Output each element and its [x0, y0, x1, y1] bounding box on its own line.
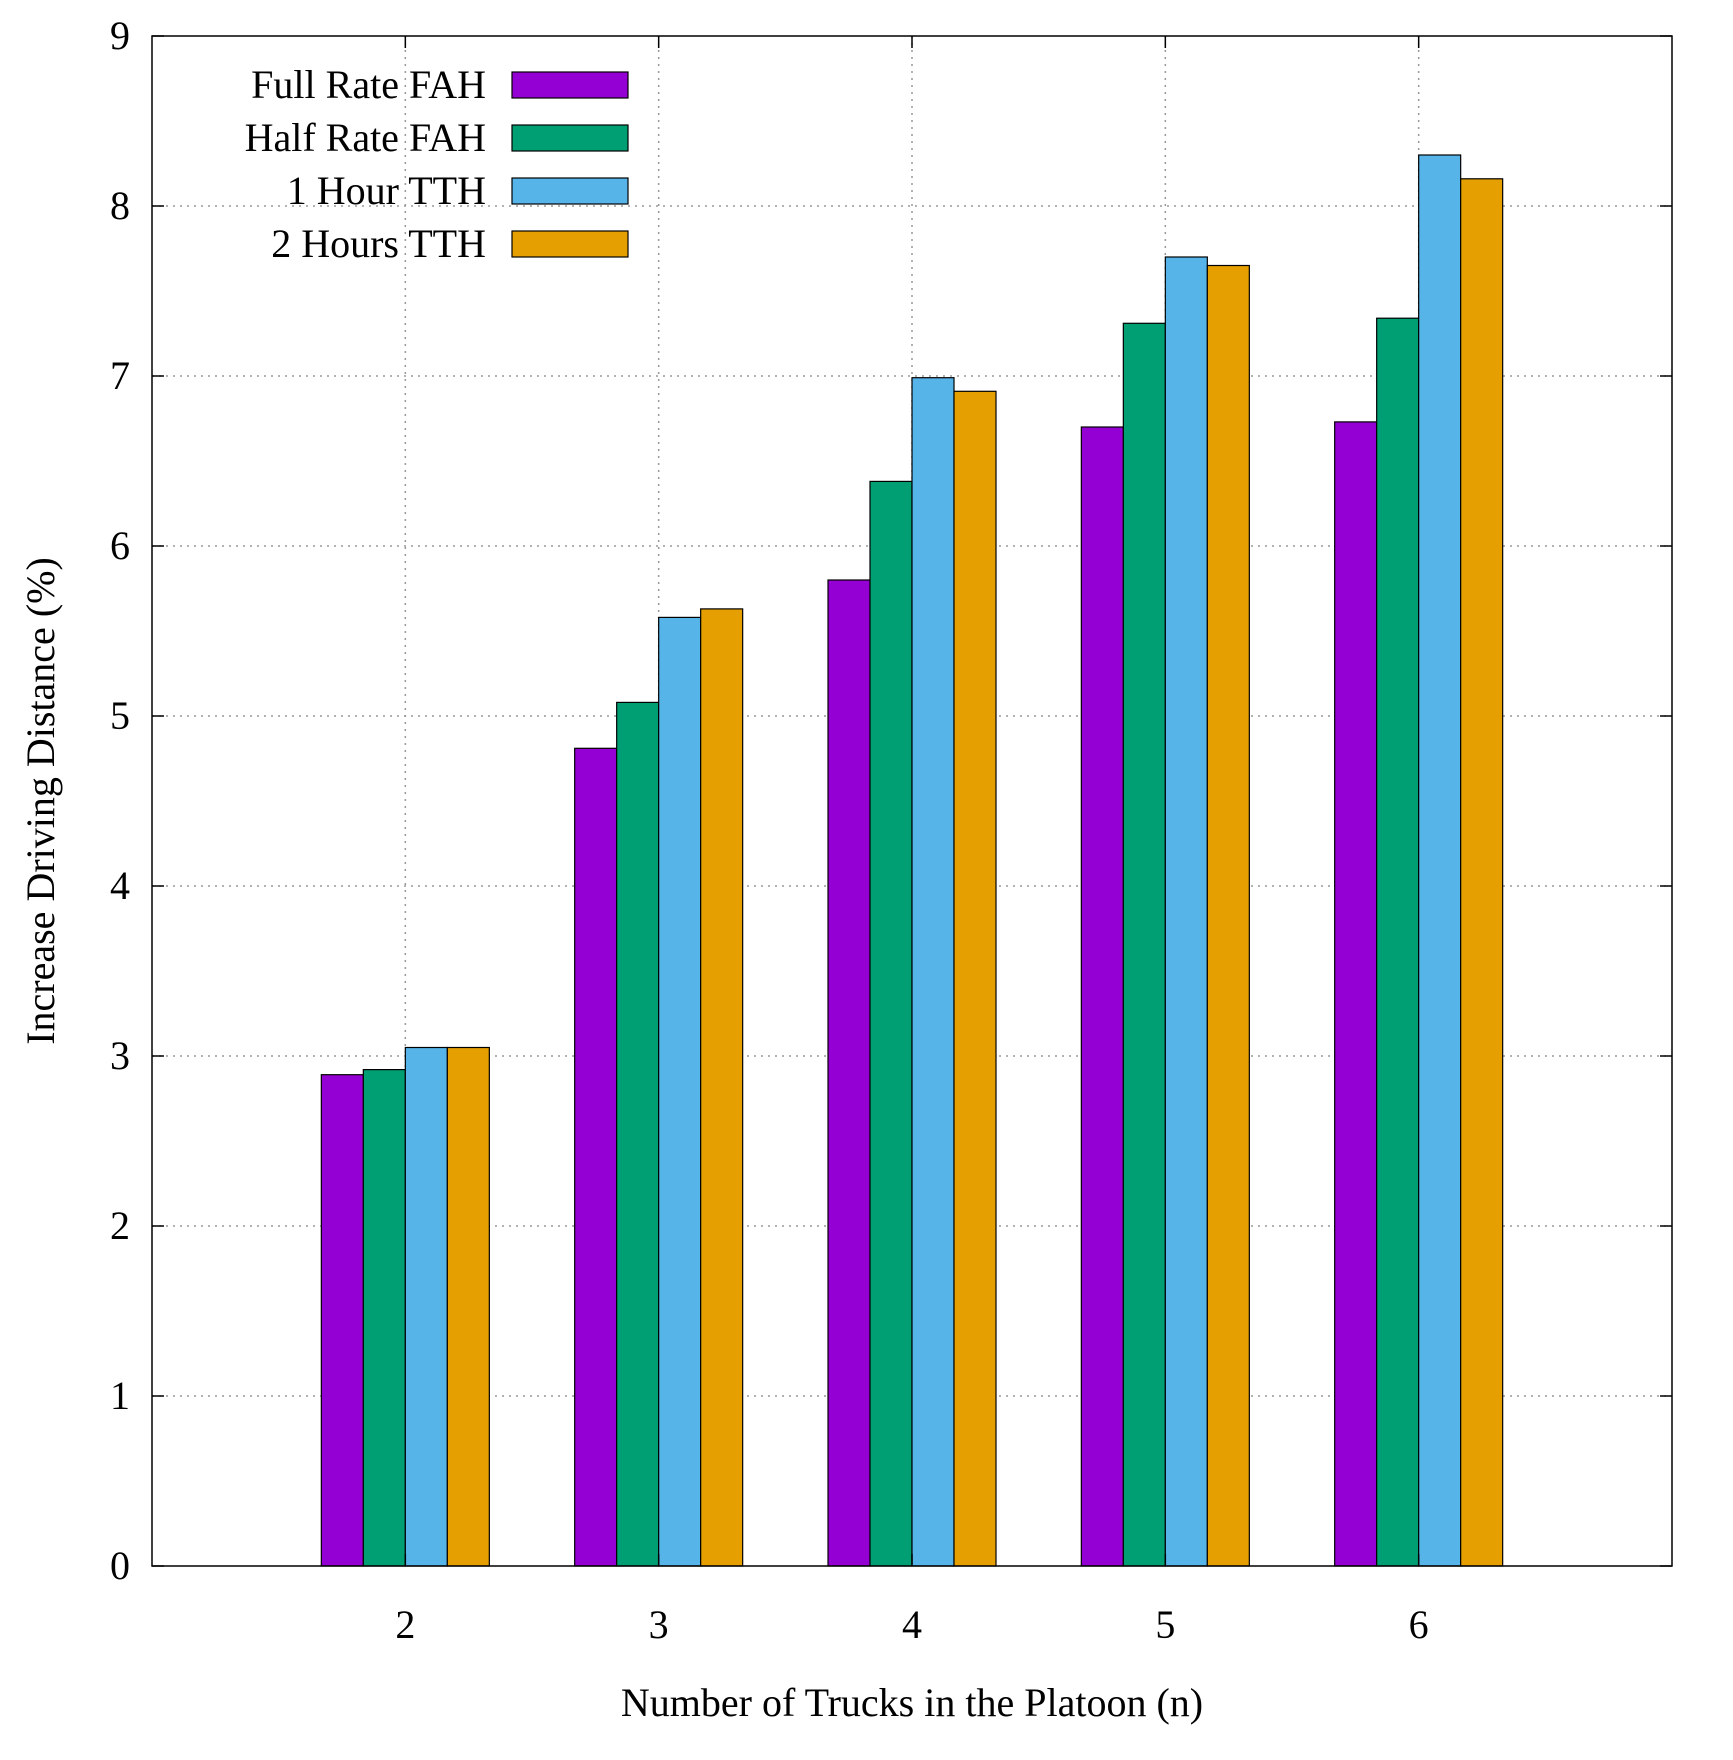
legend-label: 2 Hours TTH	[271, 221, 486, 266]
legend: Full Rate FAH Half Rate FAH 1 Hour TTH 2 Ho…	[245, 62, 629, 266]
bar-1-hour-tth-n2	[404, 1046, 448, 1567]
bar-1-hour-tth-n5	[1164, 256, 1208, 1567]
legend-label: 1 Hour TTH	[287, 168, 486, 213]
y-tick-label: 8	[110, 183, 130, 228]
bar-2-hours-tth-n6	[1460, 178, 1504, 1567]
x-tick-label: 4	[902, 1602, 922, 1647]
bar-half-rate-fah-n5	[1122, 322, 1166, 1567]
legend-swatch	[511, 124, 629, 152]
bar-1-hour-tth-n3	[658, 616, 702, 1567]
bar-half-rate-fah-n2	[362, 1068, 406, 1567]
bar-2-hours-tth-n2	[446, 1046, 490, 1567]
legend-label: Half Rate FAH	[245, 115, 486, 160]
y-tick-label: 4	[110, 863, 130, 908]
bar-full-rate-fah-n4	[827, 579, 871, 1567]
bar-half-rate-fah-n3	[616, 701, 660, 1567]
bar-1-hour-tth-n4	[911, 377, 955, 1567]
bar-series	[320, 154, 1504, 1567]
bar-1-hour-tth-n6	[1418, 154, 1462, 1567]
bar-2-hours-tth-n4	[953, 390, 997, 1567]
x-tick-label: 2	[395, 1602, 415, 1647]
bar-half-rate-fah-n4	[869, 480, 913, 1567]
bar-2-hours-tth-n3	[700, 608, 744, 1567]
x-tick-label: 6	[1409, 1602, 1429, 1647]
legend-label: Full Rate FAH	[251, 62, 486, 107]
y-axis-title: Increase Driving Distance (%)	[18, 557, 63, 1045]
bar-full-rate-fah-n3	[574, 747, 618, 1567]
legend-swatch	[511, 71, 629, 99]
y-tick-label: 2	[110, 1203, 130, 1248]
bar-full-rate-fah-n2	[320, 1074, 364, 1567]
y-tick-label: 1	[110, 1373, 130, 1418]
legend-swatch	[511, 230, 629, 258]
y-tick-label: 5	[110, 693, 130, 738]
legend-swatch	[511, 177, 629, 205]
x-tick-label: 5	[1155, 1602, 1175, 1647]
y-tick-label: 9	[110, 13, 130, 58]
y-tick-label: 6	[110, 523, 130, 568]
bar-full-rate-fah-n6	[1334, 421, 1378, 1567]
bar-full-rate-fah-n5	[1080, 426, 1124, 1567]
bar-half-rate-fah-n6	[1376, 317, 1420, 1567]
x-tick-label: 3	[649, 1602, 669, 1647]
y-tick-label: 0	[110, 1543, 130, 1588]
x-axis-title: Number of Trucks in the Platoon (n)	[621, 1680, 1203, 1725]
bar-2-hours-tth-n5	[1206, 264, 1250, 1567]
axis-ticks: 0 1 2 3 4 5 6 7 8 9 2 3 4 5 6	[110, 13, 1672, 1647]
y-tick-label: 7	[110, 353, 130, 398]
y-tick-label: 3	[110, 1033, 130, 1078]
